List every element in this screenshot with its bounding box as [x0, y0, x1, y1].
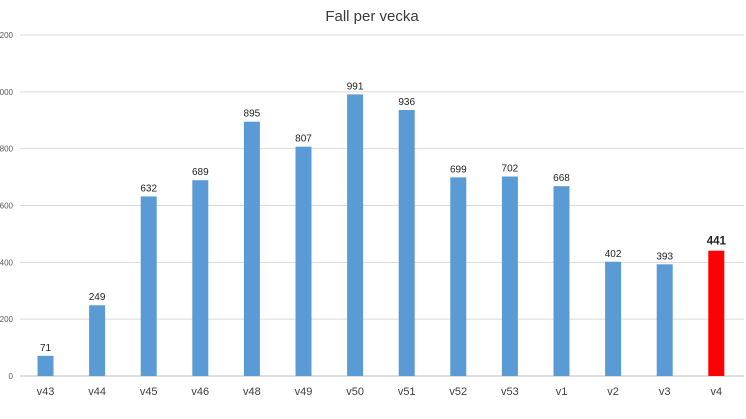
x-tick-label-v46: v46: [191, 386, 209, 398]
data-label-v50: 991: [347, 81, 364, 92]
bar-v46: [192, 180, 209, 376]
x-tick-label-v50: v50: [346, 386, 364, 398]
bar-v2: [605, 261, 622, 376]
chart-title: Fall per vecka: [325, 8, 419, 25]
y-tick-label: 800: [0, 145, 14, 154]
gridlines: [20, 34, 744, 377]
data-label-v53: 702: [502, 164, 519, 175]
y-axis-ticks: 0 200 400 600 800 1000 1200: [0, 31, 14, 381]
data-label-v4: 441: [707, 236, 727, 248]
data-label-v52: 699: [450, 164, 467, 175]
data-label-v48: 895: [244, 109, 261, 120]
x-tick-label-v4: v4: [710, 386, 722, 398]
x-tick-label-v3: v3: [659, 386, 671, 398]
x-tick-label-v49: v49: [295, 386, 313, 398]
bar-v48: [243, 121, 260, 376]
y-tick-label: 1000: [0, 88, 14, 97]
y-tick-label: 1200: [0, 31, 14, 40]
bar-v49: [295, 146, 312, 376]
data-label-v49: 807: [295, 134, 312, 145]
x-tick-label-v53: v53: [501, 386, 519, 398]
bar-v1: [553, 186, 570, 376]
y-tick-label: 400: [0, 258, 14, 267]
data-label-v1: 668: [553, 173, 570, 184]
bar-v50: [347, 94, 364, 376]
x-tick-label-v44: v44: [88, 386, 106, 398]
x-tick-label-v48: v48: [243, 386, 261, 398]
data-label-v46: 689: [192, 167, 209, 178]
data-label-v44: 249: [89, 292, 106, 303]
bar-v45: [140, 196, 157, 376]
bar-v53: [501, 176, 518, 376]
data-label-v51: 936: [398, 97, 415, 108]
data-labels: 71 249 632 689 895 807 991 936 699 702 668 402 393 44…: [40, 81, 727, 353]
x-tick-label-v2: v2: [607, 386, 619, 398]
x-tick-label-v52: v52: [449, 386, 467, 398]
data-label-v43: 71: [40, 343, 52, 354]
data-label-v45: 632: [140, 183, 157, 194]
x-tick-label-v51: v51: [398, 386, 416, 398]
x-tick-label-v45: v45: [140, 386, 158, 398]
bar-v52: [450, 177, 467, 376]
bar-v51: [398, 110, 415, 377]
y-tick-label: 600: [0, 202, 14, 211]
y-tick-label: 0: [9, 372, 14, 381]
data-label-v3: 393: [656, 251, 673, 262]
data-label-v2: 402: [605, 249, 622, 260]
x-axis-ticks: v43 v44 v45 v46 v48 v49 v50 v51 v52 v53 v1 v2 v3 v4: [37, 386, 722, 398]
x-tick-label-v43: v43: [37, 386, 55, 398]
bars: [37, 94, 725, 377]
bar-v3: [656, 264, 673, 376]
x-tick-label-v1: v1: [556, 386, 568, 398]
y-tick-label: 200: [0, 315, 14, 324]
bar-v43: [37, 355, 54, 376]
bar-v44: [89, 305, 106, 376]
bar-v4: [708, 250, 725, 376]
